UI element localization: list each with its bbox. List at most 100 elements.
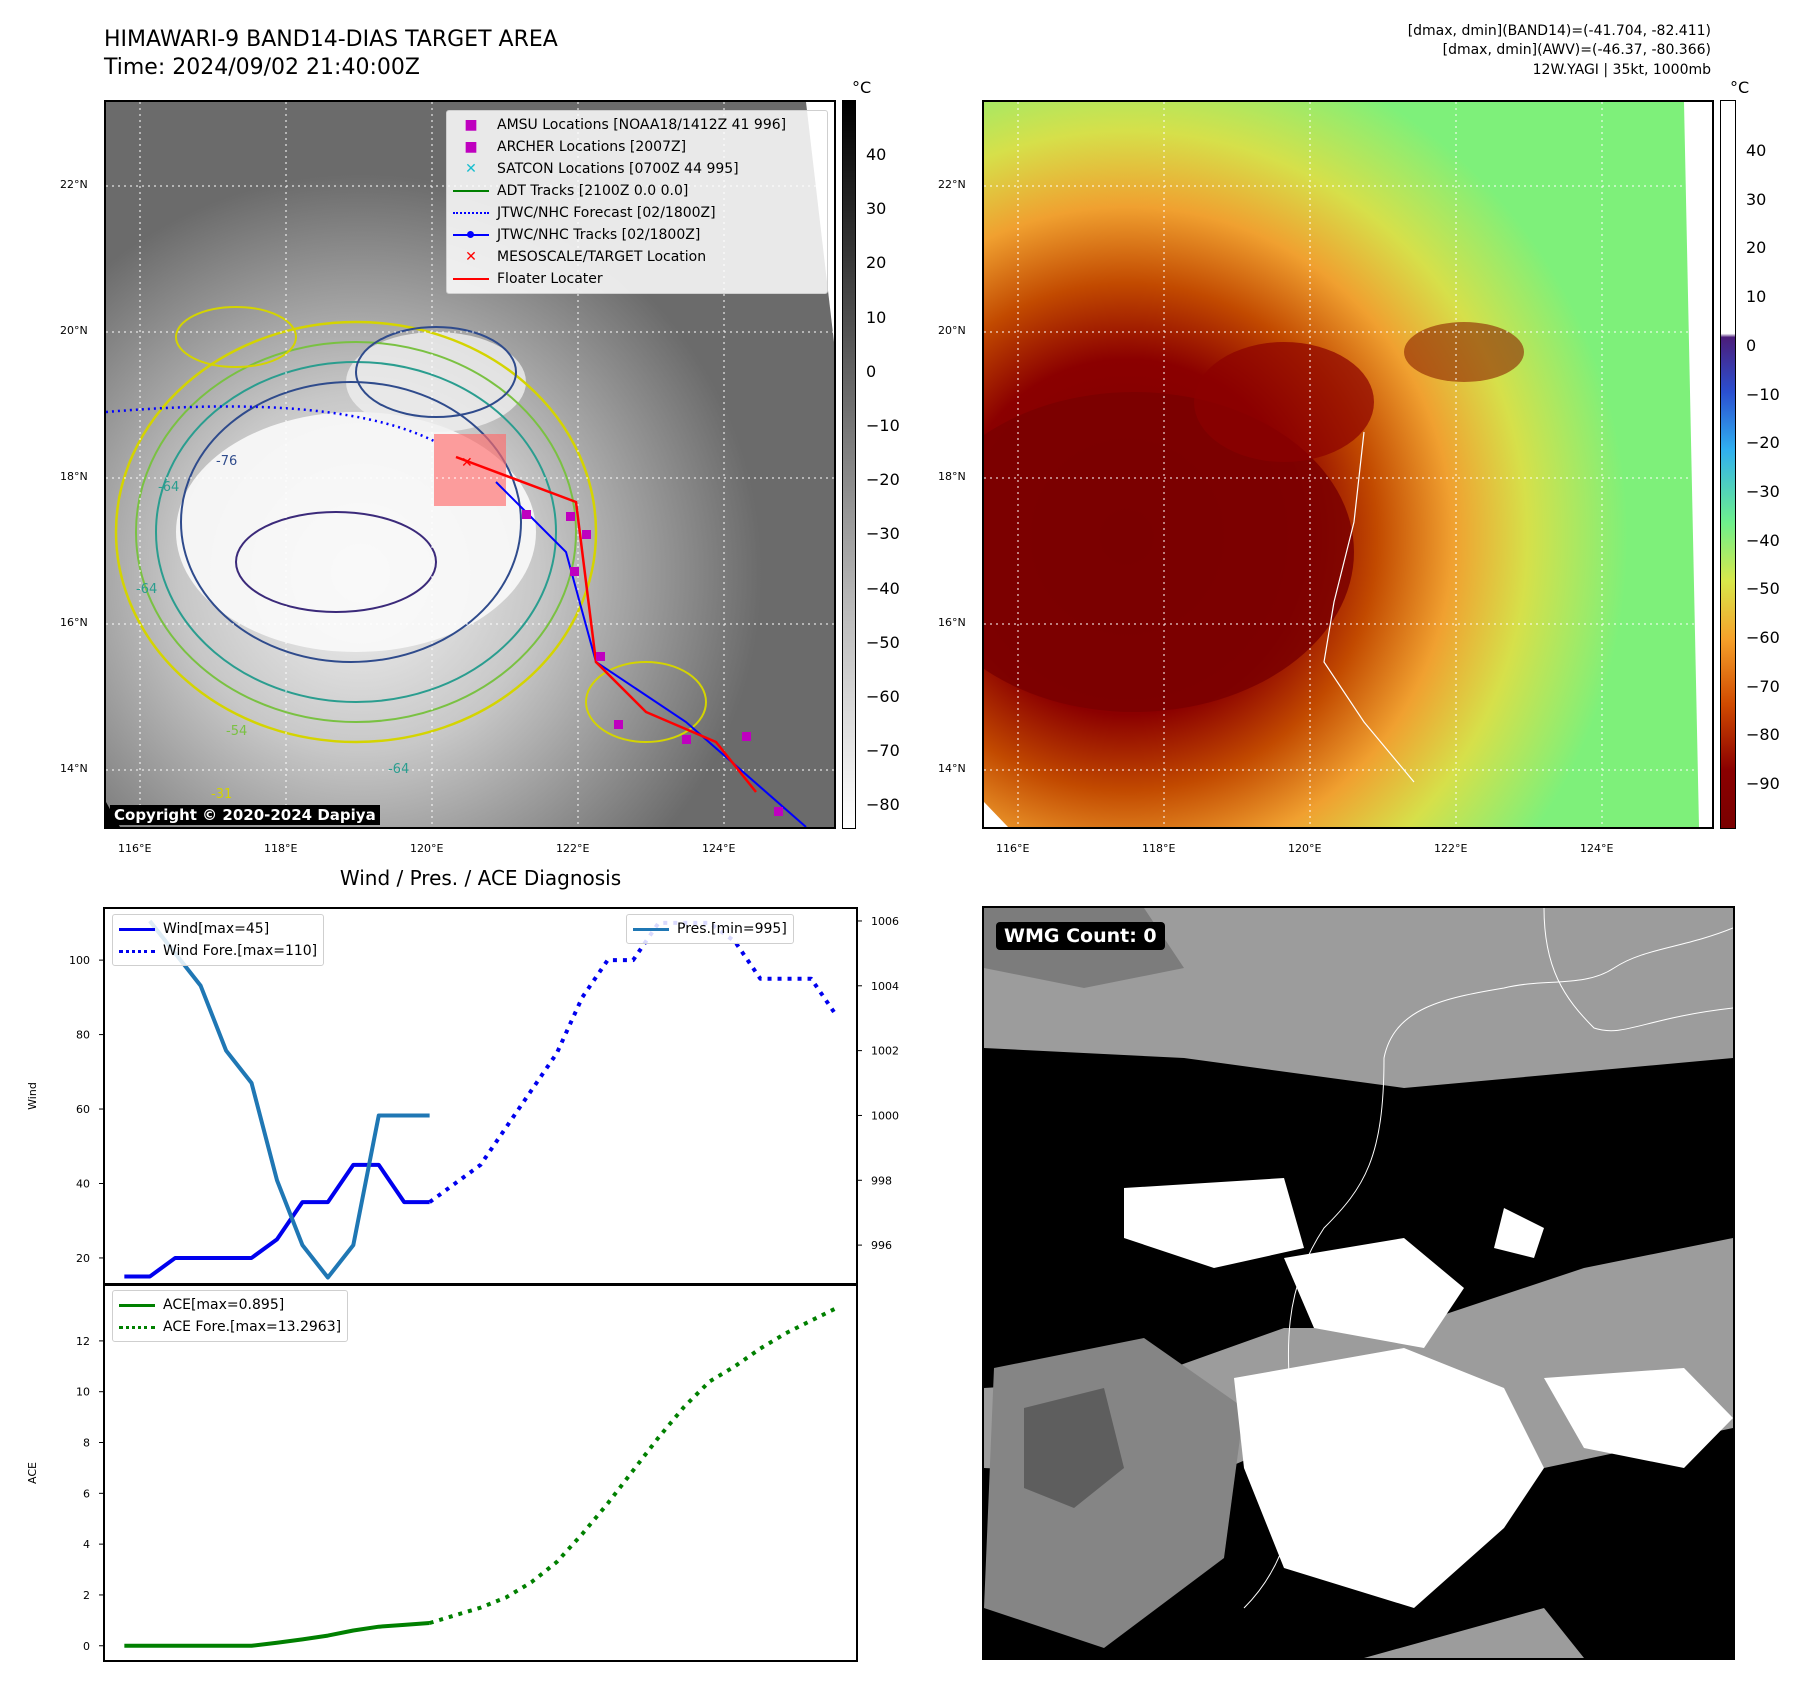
y-axis-label: Wind [26, 1082, 39, 1110]
contour-label: -76 [216, 454, 238, 469]
colorbar-tick-label: −20 [866, 470, 900, 490]
legend-item: JTWC/NHC Tracks [02/1800Z] [453, 224, 821, 246]
wmg-count-label: WMG Count: 0 [996, 922, 1165, 950]
colorbar-unit: °C [852, 78, 872, 97]
wmg-panel: WMG Count: 0 [982, 906, 1735, 1660]
lat-label: 16°N [60, 616, 88, 629]
y-tick-label: 4 [83, 1538, 90, 1551]
colorbar-tick-label: 20 [866, 253, 887, 273]
ace-chart: 0 2 4 6 8 10 12 ACE [26, 1284, 858, 1662]
legend-item: ACE Fore.[max=13.2963] [119, 1316, 341, 1338]
map-legend: ■ AMSU Locations [NOAA18/1412Z 41 996] ■ A… [446, 110, 828, 294]
colorbar-tick-label: −40 [1746, 530, 1780, 550]
y-axis-label: ACE [26, 1462, 39, 1484]
info-line2: [dmax, dmin](AWV)=(-46.37, -80.366) [1442, 42, 1711, 58]
colorbar-tick-label: 0 [866, 361, 877, 381]
colorbar-tick-label: 30 [1746, 189, 1767, 209]
lon-label: 116°E [996, 842, 1030, 855]
diagnosis-title: Wind / Pres. / ACE Diagnosis [339, 866, 622, 890]
contour-label: -64 [158, 480, 180, 495]
colorbar-tick-label: −50 [1746, 579, 1780, 599]
awv-map-imagery [984, 102, 1712, 827]
colorbar-tick-label: −80 [1746, 725, 1780, 745]
lon-label: 120°E [410, 842, 444, 855]
colorbar-tick-label: −70 [866, 741, 900, 761]
info-line1: [dmax, dmin](BAND14)=(-41.704, -82.411) [1407, 23, 1711, 39]
contour-label: -64 [136, 582, 158, 597]
plot-frame [103, 1284, 858, 1662]
contour-label: -64 [388, 762, 410, 777]
y-tick-label: 10 [76, 1386, 90, 1399]
legend-item: ■ AMSU Locations [NOAA18/1412Z 41 996] [464, 117, 787, 133]
series-line [429, 1306, 838, 1625]
y-right-tick-label: 1004 [871, 980, 899, 993]
y-right-tick-label: 1002 [871, 1045, 899, 1058]
y-right-tick-label: 1006 [871, 915, 899, 928]
info-line3: 12W.YAGI | 35kt, 1000mb [1532, 62, 1711, 78]
colorbar-tick-label: 10 [866, 307, 887, 327]
legend-item: Pres.[min=995] [633, 918, 787, 940]
pressure-legend: Pres.[min=995] [626, 914, 794, 944]
y-tick-label: 8 [83, 1437, 90, 1450]
colorbar-tick-label: −60 [1746, 628, 1780, 647]
colorbar-tick-label: 40 [1746, 141, 1767, 160]
colorbar-tick-label: −40 [866, 578, 900, 598]
legend-item: ✕ SATCON Locations [0700Z 44 995] [465, 161, 739, 177]
colorbar-tick-label: 20 [1746, 238, 1767, 258]
svg-text:✕: ✕ [461, 455, 473, 471]
series-line [428, 920, 839, 1204]
legend-item: ✕ MESOSCALE/TARGET Location [465, 249, 707, 265]
lon-label: 124°E [702, 842, 736, 855]
colorbar-tick-label: −90 [1746, 774, 1780, 794]
colorbar-tick-label: −30 [866, 524, 900, 544]
colorbar-grayscale [842, 100, 856, 829]
contour-label: -54 [226, 724, 248, 739]
y-right-tick-label: 996 [871, 1239, 892, 1252]
lat-label: 14°N [60, 762, 88, 775]
colorbar-tick-label: −50 [866, 632, 900, 652]
legend-item: Floater Locater [453, 268, 821, 290]
y-right-tick-label: 998 [871, 1174, 892, 1187]
y-tick-label: 2 [83, 1589, 90, 1602]
series-line [124, 1621, 430, 1648]
colorbar-tick-label: 0 [1746, 335, 1757, 355]
wind-legend: Wind[max=45] Wind Fore.[max=110] [112, 914, 325, 966]
awv-map-panel [982, 100, 1714, 829]
colorbar-tick-label: −10 [1746, 384, 1780, 404]
y-tick-label: 0 [83, 1640, 90, 1653]
figure-title-line2: Time: 2024/09/02 21:40:00Z [104, 55, 420, 80]
contour-label: -31 [211, 787, 233, 802]
lat-label: 16°N [938, 616, 966, 629]
lon-label: 122°E [556, 842, 590, 855]
legend-item: JTWC/NHC Forecast [02/1800Z] [453, 202, 821, 224]
colorbar-tick-label: −30 [1746, 481, 1780, 501]
lon-label: 122°E [1434, 842, 1468, 855]
lat-label: 18°N [60, 470, 88, 483]
y-tick-label: 40 [76, 1177, 90, 1190]
y-tick-label: 80 [76, 1029, 90, 1042]
wmg-imagery [984, 908, 1733, 1658]
lat-label: 22°N [938, 178, 966, 191]
y-tick-label: 6 [83, 1487, 90, 1500]
lat-label: 14°N [938, 762, 966, 775]
lat-label: 20°N [60, 324, 88, 337]
wind-pressure-chart: 20 40 60 80 100 Wind 996 998 1000 1002 1004 1006 Pre… [26, 907, 899, 1285]
colorbar-color [1720, 100, 1736, 829]
colorbar-tick-label: −20 [1746, 433, 1780, 453]
lon-label: 118°E [264, 842, 298, 855]
series-line [148, 919, 430, 1280]
ir-map-panel: ✕ -76 -64 -64 -54 -31 -64 ■ AMSU Location… [104, 100, 836, 829]
colorbar-tick-label: 30 [866, 199, 887, 219]
legend-item: Wind Fore.[max=110] [119, 940, 317, 962]
colorbar-tick-label: −70 [1746, 676, 1780, 696]
lon-label: 118°E [1142, 842, 1176, 855]
ace-legend: ACE[max=0.895] ACE Fore.[max=13.2963] [112, 1290, 349, 1342]
colorbar-unit: °C [1730, 78, 1750, 97]
lon-label: 124°E [1580, 842, 1614, 855]
colorbar-tick-label: 10 [1746, 287, 1767, 307]
lat-label: 22°N [60, 178, 88, 191]
y-tick-label: 20 [76, 1252, 90, 1265]
y-tick-label: 100 [69, 954, 90, 967]
figure-title-line1: HIMAWARI-9 BAND14-DIAS TARGET AREA [104, 27, 558, 52]
colorbar-tick-label: −80 [866, 795, 900, 815]
